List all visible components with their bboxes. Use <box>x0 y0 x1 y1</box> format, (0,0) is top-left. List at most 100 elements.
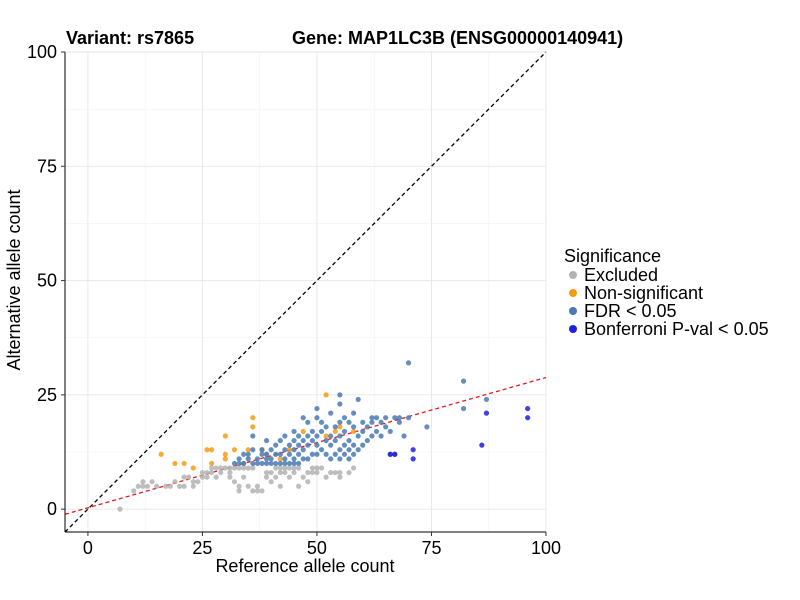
point-excluded-48 <box>268 469 274 476</box>
point-fdr-117 <box>424 424 430 430</box>
x-axis-title: Reference allele count <box>215 556 394 576</box>
legend-swatch-fdr <box>569 307 577 315</box>
point-fdr-5 <box>245 456 251 462</box>
point-excluded-60 <box>291 465 297 471</box>
point-excluded-10 <box>172 479 178 485</box>
legend-label-excluded: Excluded <box>584 265 658 285</box>
point-fdr-53 <box>309 437 315 444</box>
point-excluded-63 <box>300 474 306 480</box>
point-fdr-102 <box>373 428 380 435</box>
point-fdr-28 <box>282 460 288 467</box>
point-excluded-9 <box>167 483 173 489</box>
point-bonf-7 <box>525 415 531 421</box>
point-fdr-85 <box>346 437 352 444</box>
point-fdr-60 <box>318 447 325 453</box>
point-excluded-35 <box>236 488 242 494</box>
point-fdr-23 <box>273 451 279 457</box>
point-fdr-48 <box>305 456 311 462</box>
point-fdr-105 <box>378 419 384 425</box>
point-excluded-34 <box>236 483 242 489</box>
point-nonsig-6 <box>208 460 215 467</box>
legend-swatch-excluded <box>569 271 577 279</box>
point-fdr-1 <box>236 460 242 467</box>
point-fdr-58 <box>314 415 320 421</box>
point-fdr-21 <box>268 447 274 453</box>
point-fdr-41 <box>296 451 302 457</box>
point-excluded-1 <box>131 488 137 494</box>
point-excluded-64 <box>305 479 311 485</box>
x-tick-label-25: 25 <box>192 538 212 558</box>
point-excluded-42 <box>250 465 256 471</box>
point-fdr-68 <box>328 433 334 439</box>
point-excluded-43 <box>254 483 260 489</box>
point-excluded-11 <box>176 483 183 489</box>
point-fdr-98 <box>364 424 370 430</box>
point-fdr-73 <box>337 456 343 462</box>
point-fdr-56 <box>314 442 320 448</box>
point-fdr-93 <box>355 396 361 403</box>
point-fdr-96 <box>360 419 366 425</box>
point-fdr-120 <box>483 396 490 403</box>
point-fdr-43 <box>296 433 302 439</box>
point-excluded-5 <box>144 483 151 489</box>
point-fdr-57 <box>314 433 320 439</box>
point-fdr-99 <box>369 433 375 439</box>
tick-labels: 0 25 50 75 100 0 25 50 75 100 <box>27 42 561 558</box>
point-excluded-76 <box>346 469 352 476</box>
point-excluded-25 <box>213 465 219 471</box>
point-excluded-8 <box>163 483 169 489</box>
point-excluded-69 <box>314 469 320 476</box>
point-excluded-59 <box>291 469 297 476</box>
point-excluded-26 <box>218 469 224 476</box>
chart-title-gene: Gene: MAP1LC3B (ENSG00000140941) <box>292 28 623 48</box>
point-excluded-68 <box>314 465 320 471</box>
point-fdr-116 <box>405 360 412 366</box>
legend-label-bonf: Bonferroni P-val < 0.05 <box>584 319 769 339</box>
point-fdr-37 <box>291 447 297 453</box>
point-fdr-110 <box>392 415 398 421</box>
point-fdr-31 <box>282 433 288 439</box>
point-excluded-77 <box>351 465 357 471</box>
y-tick-label-75: 75 <box>37 156 57 176</box>
point-fdr-50 <box>305 433 311 439</box>
point-nonsig-18 <box>286 447 293 453</box>
x-tick-label-75: 75 <box>421 538 441 558</box>
point-excluded-72 <box>328 469 334 476</box>
point-fdr-80 <box>341 442 348 448</box>
point-nonsig-2 <box>181 460 187 467</box>
point-fdr-45 <box>300 447 306 453</box>
point-fdr-119 <box>460 405 467 412</box>
point-fdr-36 <box>291 456 297 462</box>
point-fdr-84 <box>346 447 352 453</box>
point-excluded-29 <box>227 469 233 476</box>
point-bonf-6 <box>525 405 531 412</box>
point-excluded-21 <box>204 474 210 480</box>
point-fdr-19 <box>268 460 274 467</box>
point-excluded-45 <box>259 488 265 494</box>
point-excluded-38 <box>241 474 247 480</box>
point-nonsig-20 <box>323 433 329 439</box>
point-fdr-54 <box>309 428 315 435</box>
point-fdr-101 <box>369 415 375 421</box>
point-fdr-77 <box>337 401 343 407</box>
point-fdr-4 <box>241 460 247 467</box>
point-fdr-106 <box>383 424 389 430</box>
legend-label-nonsig: Non-significant <box>584 283 703 303</box>
point-fdr-113 <box>396 415 403 421</box>
y-tick-label-25: 25 <box>37 385 57 405</box>
point-fdr-63 <box>323 451 329 457</box>
point-excluded-49 <box>268 479 274 485</box>
point-fdr-49 <box>305 442 311 448</box>
y-tick-label-50: 50 <box>37 271 57 291</box>
point-fdr-18 <box>263 437 270 444</box>
point-excluded-0 <box>117 506 123 512</box>
point-fdr-27 <box>277 437 283 444</box>
point-nonsig-19 <box>300 428 306 435</box>
point-fdr-69 <box>328 410 334 416</box>
point-excluded-47 <box>263 474 270 480</box>
legend: Significance ExcludedNon-significantFDR … <box>564 246 769 339</box>
point-fdr-97 <box>364 437 370 444</box>
point-fdr-112 <box>396 419 403 425</box>
point-excluded-27 <box>218 465 224 471</box>
